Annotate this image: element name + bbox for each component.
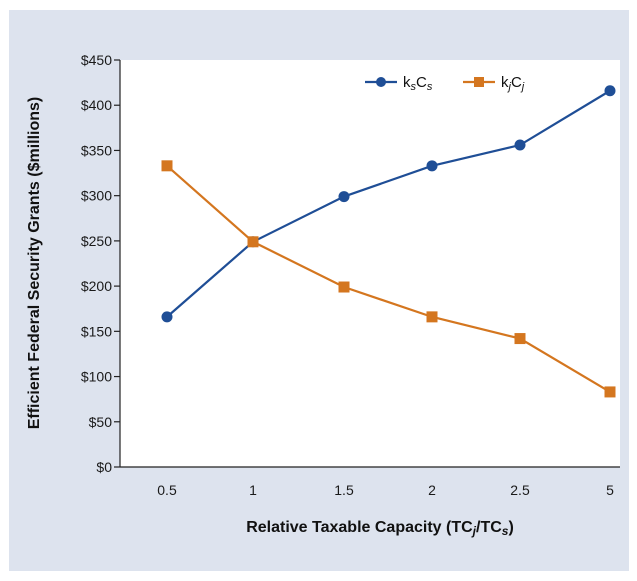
data-point-kjCj xyxy=(426,311,438,323)
y-tick-label: $150 xyxy=(81,323,112,339)
y-tick-label: $400 xyxy=(81,97,112,113)
y-tick-label: $200 xyxy=(81,278,112,294)
data-point-kjCj xyxy=(247,236,259,248)
legend: ksCs kjCj xyxy=(365,74,525,93)
y-tick-label: $450 xyxy=(81,52,112,68)
series-layer xyxy=(161,85,616,398)
y-tick-label: $250 xyxy=(81,233,112,249)
x-tick-label: 0.5 xyxy=(157,482,177,498)
x-tick-label: 1.5 xyxy=(334,482,354,498)
legend-marker-kjCj xyxy=(474,77,484,87)
data-point-kjCj xyxy=(338,281,350,293)
x-tick-label: 1 xyxy=(249,482,257,498)
series-line-ksCs xyxy=(166,89,611,318)
plot-area xyxy=(120,60,620,467)
x-axis: 0.5 1 1.5 2 2.5 5 xyxy=(157,482,614,498)
data-point-kjCj xyxy=(514,333,526,345)
x-tick-label: 2.5 xyxy=(510,482,530,498)
data-point-ksCs xyxy=(338,191,350,203)
legend-marker-ksCs xyxy=(376,77,386,87)
legend-label-kjCj: kjCj xyxy=(501,74,525,93)
y-tick-label: $50 xyxy=(89,414,113,430)
legend-label-ksCs: ksCs xyxy=(403,74,433,93)
y-axis-title: Efficient Federal Security Grants ($mill… xyxy=(26,97,43,430)
x-tick-label: 2 xyxy=(428,482,436,498)
x-tick-label: 5 xyxy=(606,482,614,498)
x-axis-title: Relative Taxable Capacity (TCj/TCs) xyxy=(246,519,514,538)
data-point-kjCj xyxy=(161,160,173,172)
data-point-ksCs xyxy=(426,160,438,172)
data-point-ksCs xyxy=(604,85,616,97)
y-tick-label: $100 xyxy=(81,369,112,385)
data-point-ksCs xyxy=(514,139,526,151)
y-tick-label: $0 xyxy=(96,459,112,475)
y-tick-label: $350 xyxy=(81,142,112,158)
data-point-kjCj xyxy=(604,386,616,398)
series-line-kjCj xyxy=(166,164,611,393)
data-point-ksCs xyxy=(161,311,173,323)
y-tick-label: $300 xyxy=(81,188,112,204)
y-axis: $0 $50 $100 $150 $200 $250 $300 $350 $400 $450 xyxy=(81,52,120,475)
